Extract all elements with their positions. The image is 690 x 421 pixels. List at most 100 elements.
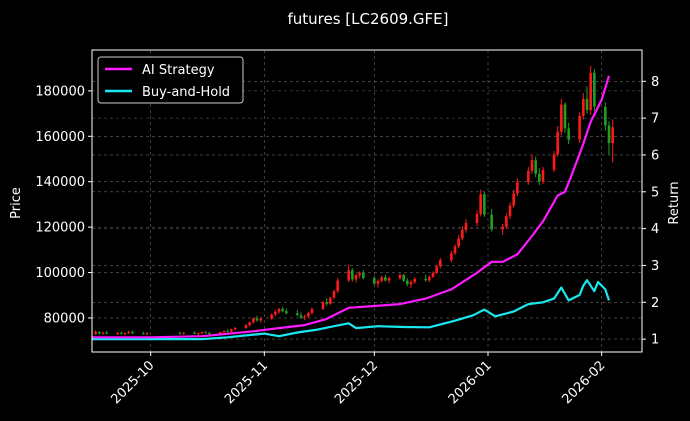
candle-body <box>530 160 534 171</box>
candle-body <box>563 104 567 129</box>
candle-body <box>556 131 559 155</box>
candle-body <box>457 238 460 247</box>
legend-label-ai-strategy: AI Strategy <box>142 63 215 78</box>
y-tick-label: 180000 <box>35 84 85 99</box>
candle-body <box>101 332 105 334</box>
candle-body <box>142 333 145 335</box>
candle-body <box>123 333 127 335</box>
return-lines <box>92 75 611 341</box>
candle-body <box>501 226 504 230</box>
candle-body <box>208 332 211 334</box>
candle-body <box>252 318 255 323</box>
candle-body <box>281 309 284 312</box>
candle-body <box>270 314 273 319</box>
candle-body <box>204 332 207 334</box>
candle-body <box>541 169 545 182</box>
candle-body <box>582 98 585 116</box>
candle-body <box>527 170 530 183</box>
candle-body <box>230 329 233 332</box>
candle-body <box>325 302 328 304</box>
candle-body <box>604 106 607 126</box>
candle-body <box>358 272 361 276</box>
candle-body <box>347 270 350 281</box>
legend-box <box>97 56 244 104</box>
candle-body <box>413 278 416 283</box>
candle-body <box>274 311 277 315</box>
candle-body <box>193 332 196 334</box>
candle-body <box>307 312 310 317</box>
y2-tick-label: 2 <box>651 296 659 311</box>
candle-body <box>373 277 376 284</box>
legend: AI Strategy Buy-and-Hold <box>97 56 244 104</box>
candle-body <box>376 280 380 284</box>
candle-body <box>483 194 486 215</box>
candle-body <box>94 332 97 334</box>
candle-body <box>464 223 468 230</box>
candle-body <box>398 275 402 279</box>
candle-body <box>285 311 288 314</box>
candle-body <box>303 316 306 318</box>
candle-body <box>435 266 438 273</box>
candle-body <box>508 205 512 217</box>
candle-body <box>439 260 442 267</box>
candle-body <box>127 332 130 334</box>
candle-body <box>490 214 493 230</box>
candle-body <box>362 272 365 278</box>
candle-body <box>567 128 570 140</box>
y2-tick-label: 8 <box>651 75 659 90</box>
candle-body <box>277 309 281 312</box>
candle-body <box>560 104 563 132</box>
candle-body <box>450 253 453 261</box>
candle-body <box>98 332 101 334</box>
candle-body <box>332 291 336 298</box>
candle-body <box>461 229 464 239</box>
y-tick-label: 120000 <box>35 221 85 236</box>
candle-body <box>200 332 204 334</box>
candle-body <box>145 333 149 335</box>
candle-body <box>354 275 358 280</box>
candle-body <box>244 324 248 328</box>
y2-tick-label: 1 <box>651 333 659 348</box>
y-axis-label-right: Return <box>667 181 682 224</box>
candle-body <box>120 332 123 335</box>
plot-frame <box>91 49 643 353</box>
candle-body <box>222 331 226 333</box>
candle-body <box>182 332 185 334</box>
chart-title: futures [LC2609.GFE] <box>287 10 448 28</box>
candle-body <box>424 278 427 281</box>
candle-body <box>226 331 229 333</box>
candle-body <box>351 270 354 280</box>
y-tick-label: 160000 <box>35 130 85 145</box>
candle-body <box>593 72 596 107</box>
candle-body <box>578 115 581 140</box>
candle-body <box>299 315 303 318</box>
y2-tick-label: 5 <box>651 185 659 200</box>
ai-strategy-line <box>92 75 611 339</box>
y2-tick-label: 4 <box>651 222 659 237</box>
candle-body <box>259 318 262 321</box>
candle-body <box>336 280 339 292</box>
candle-body <box>233 327 237 330</box>
candle-body <box>402 275 405 281</box>
y2-tick-label: 6 <box>651 148 659 163</box>
candle-body <box>607 125 611 144</box>
buy-and-hold-line <box>92 279 611 341</box>
candlesticks <box>94 65 614 336</box>
candle-body <box>406 280 409 285</box>
candle-body <box>479 194 482 214</box>
candle-body <box>512 193 515 206</box>
candle-body <box>178 333 182 335</box>
y2-tick-label: 3 <box>651 259 659 274</box>
candle-body <box>475 213 479 224</box>
candle-body <box>428 276 431 281</box>
candle-body <box>329 297 332 304</box>
candle-body <box>380 277 383 281</box>
legend-label-buy-and-hold: Buy-and-Hold <box>142 85 230 100</box>
candle-body <box>219 332 222 334</box>
candle-body <box>585 98 589 111</box>
y-tick-label: 100000 <box>35 266 85 281</box>
y-tick-label: 80000 <box>44 311 85 326</box>
candle-body <box>384 277 387 281</box>
candle-body <box>197 333 200 335</box>
candle-body <box>105 332 108 334</box>
